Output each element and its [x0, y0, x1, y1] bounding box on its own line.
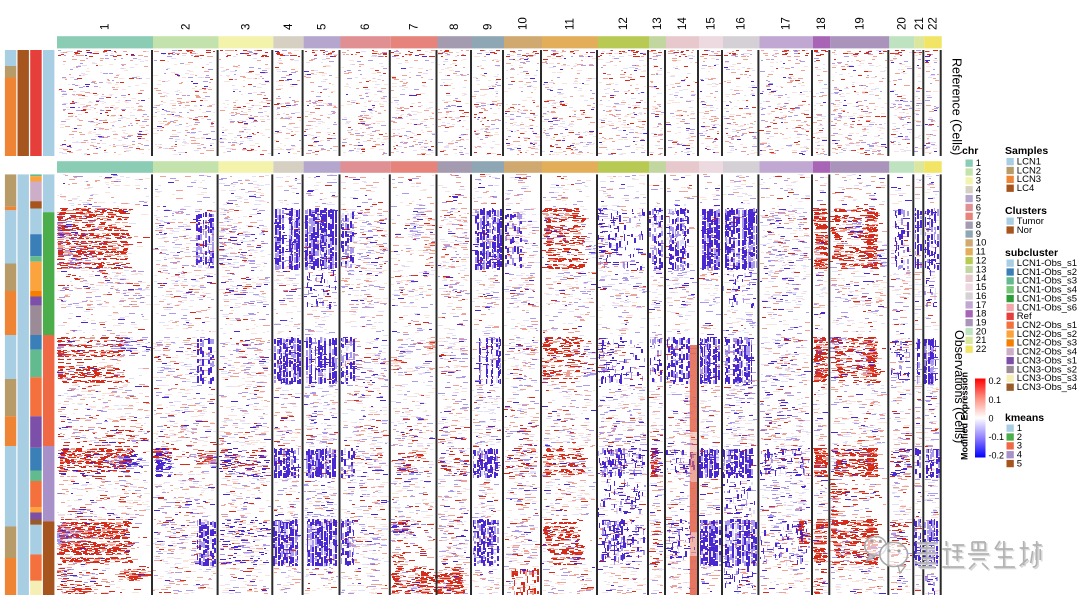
- svg-text:1: 1: [976, 158, 981, 169]
- svg-text:11: 11: [976, 247, 986, 258]
- svg-text:1: 1: [100, 24, 112, 30]
- svg-text:8: 8: [976, 220, 981, 231]
- svg-text:14: 14: [976, 273, 987, 284]
- svg-text:Modified Expression: Modified Expression: [960, 372, 970, 460]
- svg-text:LCN1-Obs_s6: LCN1-Obs_s6: [1017, 302, 1077, 313]
- svg-text:17: 17: [781, 17, 793, 30]
- svg-text:7: 7: [976, 211, 981, 222]
- svg-text:6: 6: [360, 24, 372, 30]
- svg-text:5: 5: [317, 24, 329, 30]
- svg-text:4: 4: [1017, 450, 1022, 461]
- svg-text:10: 10: [976, 238, 987, 249]
- svg-text:0.2: 0.2: [989, 376, 1002, 386]
- svg-text:4: 4: [976, 185, 981, 196]
- svg-text:4: 4: [283, 23, 295, 30]
- svg-text:Tumor: Tumor: [1017, 216, 1044, 227]
- svg-text:-0.1: -0.1: [989, 432, 1005, 442]
- svg-text:LCN1: LCN1: [1017, 157, 1041, 168]
- svg-text:12: 12: [976, 255, 987, 266]
- svg-text:20: 20: [976, 326, 987, 337]
- svg-text:18: 18: [976, 309, 987, 320]
- svg-text:LCN2-Obs_s2: LCN2-Obs_s2: [1017, 329, 1077, 340]
- svg-text:LCN1-Obs_s5: LCN1-Obs_s5: [1017, 293, 1077, 304]
- svg-text:19: 19: [854, 17, 866, 30]
- svg-text:8: 8: [449, 24, 461, 30]
- svg-text:2: 2: [1017, 432, 1022, 443]
- svg-text:Reference (Cells): Reference (Cells): [950, 58, 964, 155]
- svg-text:LCN1-Obs_s2: LCN1-Obs_s2: [1017, 267, 1077, 278]
- svg-text:chr: chr: [962, 145, 978, 157]
- svg-text:14: 14: [677, 17, 689, 30]
- svg-text:22: 22: [976, 344, 987, 355]
- svg-text:LCN3-Obs_s3: LCN3-Obs_s3: [1017, 373, 1077, 384]
- svg-text:16: 16: [976, 291, 987, 302]
- svg-text:LCN2-Obs_s4: LCN2-Obs_s4: [1017, 347, 1077, 358]
- svg-text:21: 21: [976, 335, 987, 346]
- svg-text:2: 2: [180, 24, 192, 30]
- svg-text:LCN1-Obs_s1: LCN1-Obs_s1: [1017, 258, 1077, 269]
- svg-text:LCN3-Obs_s2: LCN3-Obs_s2: [1017, 364, 1077, 375]
- svg-text:kmeans: kmeans: [1005, 412, 1044, 424]
- svg-text:Observations (Cells): Observations (Cells): [952, 330, 966, 443]
- svg-text:Samples: Samples: [1005, 145, 1048, 157]
- svg-text:15: 15: [706, 17, 718, 30]
- svg-text:22: 22: [928, 17, 940, 30]
- svg-text:Ref: Ref: [1017, 311, 1032, 322]
- svg-text:6: 6: [976, 202, 981, 213]
- svg-text:19: 19: [976, 317, 987, 328]
- svg-text:10: 10: [518, 17, 530, 30]
- svg-text:3: 3: [976, 176, 981, 187]
- svg-text:3: 3: [240, 24, 252, 30]
- svg-text:13: 13: [652, 17, 664, 30]
- svg-text:5: 5: [976, 193, 981, 204]
- svg-text:9: 9: [483, 24, 495, 30]
- svg-text:5: 5: [1017, 458, 1022, 469]
- svg-text:Clusters: Clusters: [1005, 205, 1047, 217]
- svg-text:LCN2-Obs_s3: LCN2-Obs_s3: [1017, 338, 1077, 349]
- svg-text:13: 13: [976, 264, 987, 275]
- svg-text:21: 21: [914, 17, 926, 30]
- svg-text:LCN1-Obs_s3: LCN1-Obs_s3: [1017, 276, 1077, 287]
- svg-text:LCN2: LCN2: [1017, 165, 1041, 176]
- svg-text:Nor: Nor: [1017, 225, 1032, 236]
- svg-text:LCN1-Obs_s4: LCN1-Obs_s4: [1017, 285, 1077, 296]
- svg-text:LCN2-Obs_s1: LCN2-Obs_s1: [1017, 320, 1077, 331]
- svg-text:3: 3: [1017, 441, 1022, 452]
- svg-text:-0.2: -0.2: [989, 451, 1005, 461]
- svg-text:LCN3: LCN3: [1017, 174, 1041, 185]
- svg-text:15: 15: [976, 282, 987, 293]
- svg-text:18: 18: [816, 17, 828, 30]
- svg-text:9: 9: [976, 229, 981, 240]
- svg-text:1: 1: [1017, 423, 1022, 434]
- svg-text:12: 12: [618, 17, 630, 30]
- svg-text:11: 11: [565, 18, 577, 30]
- svg-text:16: 16: [736, 17, 748, 30]
- svg-text:LCN3-Obs_s4: LCN3-Obs_s4: [1017, 382, 1077, 393]
- svg-text:2: 2: [976, 167, 981, 178]
- svg-text:20: 20: [896, 17, 908, 30]
- svg-text:17: 17: [976, 300, 987, 311]
- svg-text:7: 7: [409, 24, 421, 30]
- svg-text:LCN3-Obs_s1: LCN3-Obs_s1: [1017, 355, 1077, 366]
- svg-text:0.1: 0.1: [989, 395, 1002, 405]
- svg-text:0: 0: [989, 414, 994, 424]
- svg-text:subcluster: subcluster: [1005, 247, 1058, 259]
- svg-text:LC4: LC4: [1017, 183, 1034, 194]
